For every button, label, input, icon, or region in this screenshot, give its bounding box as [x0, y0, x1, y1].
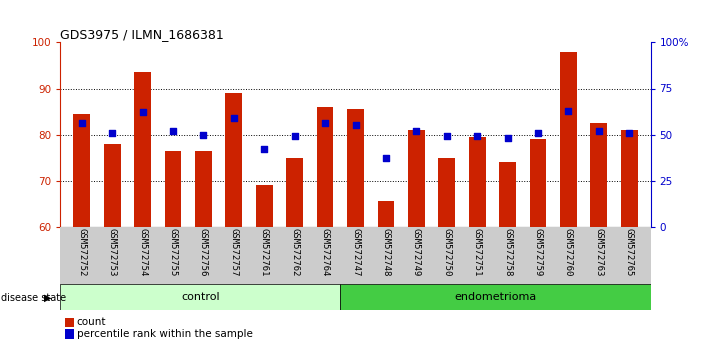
- Text: ▶: ▶: [44, 293, 52, 303]
- Point: [289, 133, 300, 139]
- Point: [137, 110, 149, 115]
- Point: [502, 135, 513, 141]
- Text: disease state: disease state: [1, 293, 66, 303]
- Text: GSM572755: GSM572755: [169, 228, 178, 276]
- Point: [441, 133, 452, 139]
- Point: [411, 128, 422, 134]
- Point: [593, 128, 604, 134]
- Point: [167, 128, 178, 134]
- Bar: [469, 137, 486, 227]
- Point: [533, 130, 544, 136]
- Text: endometrioma: endometrioma: [454, 292, 537, 302]
- Bar: [621, 130, 638, 227]
- Point: [471, 133, 483, 139]
- Text: GSM572764: GSM572764: [321, 228, 330, 276]
- Text: GSM572765: GSM572765: [625, 228, 634, 276]
- Text: control: control: [181, 292, 220, 302]
- Bar: [347, 109, 364, 227]
- Bar: [287, 158, 303, 227]
- Bar: [60, 284, 341, 310]
- Text: count: count: [77, 318, 106, 327]
- Point: [76, 121, 87, 126]
- Text: GDS3975 / ILMN_1686381: GDS3975 / ILMN_1686381: [60, 28, 224, 41]
- Bar: [499, 162, 516, 227]
- Text: GSM572749: GSM572749: [412, 228, 421, 276]
- Bar: [591, 123, 607, 227]
- Bar: [378, 201, 395, 227]
- Bar: [256, 185, 272, 227]
- Text: GSM572750: GSM572750: [442, 228, 451, 276]
- Text: percentile rank within the sample: percentile rank within the sample: [77, 329, 252, 339]
- Point: [319, 121, 331, 126]
- Text: GSM572751: GSM572751: [473, 228, 481, 276]
- Text: GSM572761: GSM572761: [260, 228, 269, 276]
- Text: GSM572758: GSM572758: [503, 228, 512, 276]
- Bar: [408, 130, 424, 227]
- Point: [350, 122, 361, 128]
- Bar: [225, 93, 242, 227]
- Text: GSM572762: GSM572762: [290, 228, 299, 276]
- Point: [562, 108, 574, 113]
- Bar: [530, 139, 546, 227]
- Text: GSM572748: GSM572748: [381, 228, 390, 276]
- Point: [380, 156, 392, 161]
- Bar: [134, 73, 151, 227]
- Bar: [439, 158, 455, 227]
- Text: GSM572753: GSM572753: [107, 228, 117, 276]
- Bar: [165, 151, 181, 227]
- Bar: [316, 107, 333, 227]
- Point: [259, 147, 270, 152]
- Point: [624, 130, 635, 136]
- Text: GSM572759: GSM572759: [533, 228, 542, 276]
- Point: [198, 132, 209, 137]
- Point: [107, 130, 118, 136]
- Text: GSM572747: GSM572747: [351, 228, 360, 276]
- Text: GSM572754: GSM572754: [138, 228, 147, 276]
- Text: GSM572756: GSM572756: [199, 228, 208, 276]
- Bar: [195, 151, 212, 227]
- Text: GSM572752: GSM572752: [77, 228, 86, 276]
- Bar: [73, 114, 90, 227]
- Bar: [341, 284, 651, 310]
- Bar: [560, 52, 577, 227]
- Bar: [104, 144, 120, 227]
- Text: GSM572760: GSM572760: [564, 228, 573, 276]
- Text: GSM572763: GSM572763: [594, 228, 604, 276]
- Point: [228, 115, 240, 121]
- Text: GSM572757: GSM572757: [230, 228, 238, 276]
